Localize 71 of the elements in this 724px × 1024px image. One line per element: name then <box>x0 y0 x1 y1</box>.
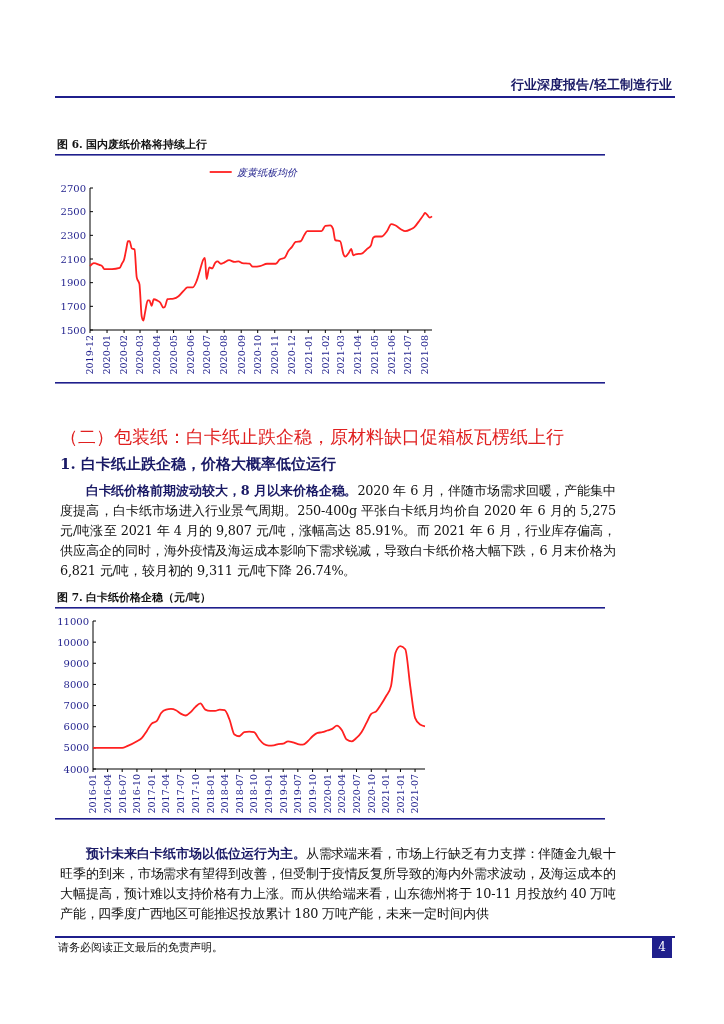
x-tick-label: 2021-01 <box>380 774 392 814</box>
y-tick-label: 2100 <box>60 253 86 265</box>
chart-title: 图 6. 国内废纸价格将持续上行 <box>57 138 208 150</box>
text: （二）包装纸：白卡纸止跌企稳，原材料缺口促箱板瓦楞纸上行 <box>60 426 564 449</box>
x-tick-label: 2021-01 <box>302 335 314 375</box>
x-tick-label: 2020-04 <box>151 335 163 375</box>
x-tick-label: 2017-07 <box>175 774 187 814</box>
y-tick-label: 4000 <box>63 763 89 775</box>
x-tick-label: 2017-01 <box>146 774 158 814</box>
y-tick-label: 2500 <box>60 206 86 218</box>
chart-title: 图 7. 白卡纸价格企稳（元/吨） <box>57 591 212 604</box>
y-tick-label: 1700 <box>60 300 86 312</box>
y-tick-label: 1900 <box>60 277 86 289</box>
x-tick-label: 2016-01 <box>87 774 99 814</box>
x-tick-label: 2018-04 <box>219 774 230 814</box>
x-tick-label: 2021-06 <box>385 335 397 375</box>
x-tick-label: 2019-07 <box>292 774 304 814</box>
x-tick-label: 2016-07 <box>116 774 128 814</box>
x-tick-label: 2021-01 <box>394 774 406 814</box>
text: 请务必阅读正文最后的免责声明。 <box>58 940 223 955</box>
x-tick-label: 2021-07 <box>402 335 414 375</box>
y-tick-label: 9000 <box>63 657 89 669</box>
text: 白卡纸价格前期波动较大，8 月以来价格企稳。 <box>85 483 358 498</box>
x-tick-label: 2020-01 <box>321 774 333 814</box>
x-tick-label: 2016-04 <box>101 774 113 814</box>
x-tick-label: 2020-04 <box>336 774 348 814</box>
x-tick-label: 2020-09 <box>235 335 247 375</box>
x-tick-label: 2021-07 <box>409 774 421 814</box>
text: 行业深度报告/轻工制造行业 <box>511 76 672 94</box>
y-tick-label: 2700 <box>60 182 86 194</box>
text: 预计未来白卡纸市场以低位运行为主。 <box>85 846 306 861</box>
y-tick-label: 2300 <box>60 229 86 241</box>
line-series <box>92 645 426 749</box>
x-tick-label: 2019-01 <box>263 774 275 814</box>
legend-label: 废黄纸板均价 <box>236 166 298 178</box>
x-tick-label: 2020-10 <box>252 335 264 375</box>
x-tick-label: 2017-04 <box>160 774 172 814</box>
text: 1. 白卡纸止跌企稳，价格大概率低位运行 <box>60 455 336 474</box>
x-tick-label: 2020-03 <box>134 335 146 375</box>
x-tick-label: 2020-05 <box>167 335 179 375</box>
x-tick-label: 2020-07 <box>201 335 213 375</box>
y-tick-label: 11000 <box>57 615 89 627</box>
text: 4 <box>652 937 672 958</box>
x-tick-label: 2018-07 <box>233 774 245 814</box>
y-tick-label: 5000 <box>63 742 89 754</box>
x-tick-label: 2021-05 <box>368 335 380 375</box>
x-tick-label: 2016-10 <box>131 774 143 814</box>
x-tick-label: 2019-10 <box>306 774 318 814</box>
x-tick-label: 2020-07 <box>350 774 362 814</box>
x-tick-label: 2018-10 <box>248 774 260 814</box>
x-tick-label: 2020-02 <box>118 335 130 375</box>
x-tick-label: 2018-01 <box>204 774 216 814</box>
x-tick-label: 2020-11 <box>269 335 281 375</box>
y-tick-label: 10000 <box>57 636 89 648</box>
x-tick-label: 2021-03 <box>335 335 347 375</box>
x-tick-label: 2021-04 <box>352 335 364 375</box>
x-tick-label: 2021-08 <box>419 335 431 375</box>
x-tick-label: 2019-04 <box>277 774 289 814</box>
y-tick-label: 6000 <box>63 721 89 733</box>
x-tick-label: 2017-10 <box>189 774 201 814</box>
x-tick-label: 2020-10 <box>365 774 377 814</box>
x-tick-label: 2020-06 <box>184 335 196 375</box>
y-tick-label: 1500 <box>60 324 86 336</box>
x-tick-label: 2019-12 <box>84 335 96 375</box>
x-tick-label: 2020-12 <box>285 335 297 375</box>
x-tick-label: 2020-08 <box>218 335 230 375</box>
x-tick-label: 2020-01 <box>101 335 113 375</box>
y-tick-label: 8000 <box>63 678 89 690</box>
y-tick-label: 7000 <box>63 700 89 712</box>
x-tick-label: 2021-02 <box>319 335 331 375</box>
line-series <box>89 211 433 322</box>
